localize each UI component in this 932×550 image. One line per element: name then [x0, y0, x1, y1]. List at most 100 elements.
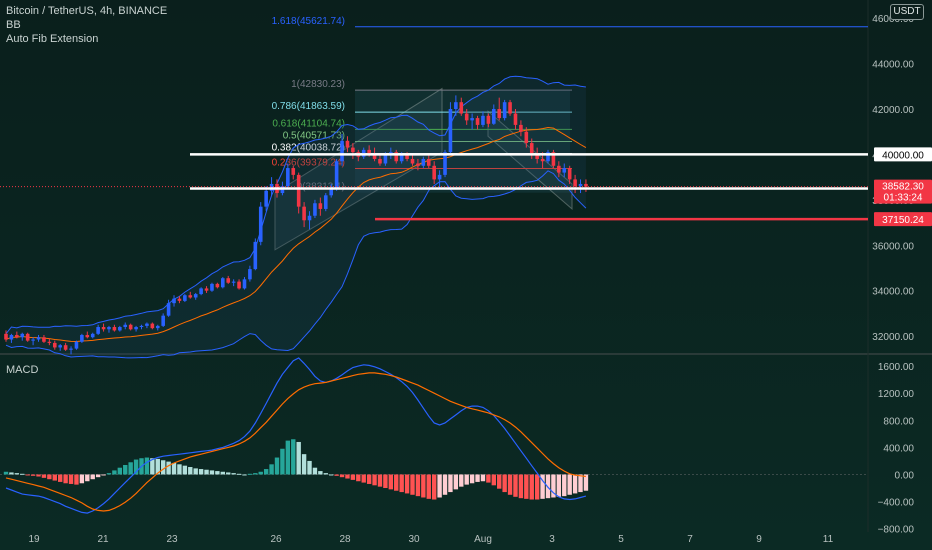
candle-body	[264, 190, 268, 207]
candle-body	[69, 348, 73, 350]
candle-body	[123, 324, 128, 328]
macd-histogram-bar	[47, 474, 52, 480]
x-tick-label: 23	[166, 534, 178, 545]
x-tick-label: 3	[549, 534, 555, 545]
candle-body	[20, 333, 25, 338]
candle-body	[426, 158, 431, 166]
macd-histogram-bar	[518, 474, 524, 499]
macd-histogram-bar	[307, 460, 312, 475]
x-tick-label: 30	[408, 534, 420, 545]
level-label-bg	[874, 147, 932, 162]
macd-tick-label: 0.00	[895, 470, 915, 481]
candle-body	[421, 158, 426, 166]
candle-body	[52, 342, 57, 348]
price-tick-label: 34000.00	[872, 287, 914, 298]
macd-histogram-bar	[9, 472, 14, 475]
x-tick-label: 11	[823, 534, 834, 545]
candle-body	[166, 303, 171, 316]
macd-histogram-bar	[14, 473, 20, 475]
candle-body	[291, 168, 296, 175]
fib-level-label: 0.236(39379.24)	[272, 158, 345, 169]
macd-histogram-bar	[578, 474, 583, 493]
candle-body	[31, 339, 35, 341]
candle-body	[85, 334, 90, 338]
macd-histogram-bar	[177, 464, 182, 475]
candle-body	[540, 158, 545, 162]
last-price-label: 38582.30	[882, 182, 924, 193]
macd-histogram-bar	[3, 471, 9, 475]
macd-histogram-bar	[58, 474, 63, 482]
candle-body	[573, 179, 577, 187]
candle-body	[307, 215, 312, 221]
macd-histogram-bar	[480, 474, 486, 482]
macd-histogram-bar	[263, 469, 269, 475]
fib-level-label: 0.5(40571.73)	[283, 130, 345, 141]
candle-body	[584, 183, 588, 187]
macd-histogram-bar	[513, 474, 518, 497]
candle-body	[199, 288, 203, 295]
macd-histogram-bar	[20, 473, 25, 475]
price-tick-label: 44000.00	[872, 60, 914, 71]
candle-body	[323, 195, 328, 209]
macd-histogram-bar	[399, 474, 404, 493]
candle-body	[80, 334, 84, 342]
candle-body	[188, 295, 193, 298]
candle-body	[177, 298, 182, 301]
macd-histogram-bar	[226, 472, 231, 475]
candle-body	[497, 109, 502, 119]
candle-body	[486, 115, 491, 124]
candle-body	[372, 154, 377, 159]
candle-body	[58, 345, 62, 348]
macd-histogram-bar	[442, 474, 448, 495]
macd-histogram-bar	[562, 474, 567, 497]
price-tick-label: 36000.00	[872, 241, 914, 252]
candle-body	[557, 165, 561, 173]
candle-body	[286, 168, 290, 187]
macd-histogram-bar	[74, 474, 79, 485]
candle-body	[112, 327, 117, 331]
candle-body	[9, 334, 14, 340]
macd-line	[5, 357, 587, 514]
candle-body	[464, 113, 469, 121]
candle-body	[248, 269, 252, 280]
candle-body	[107, 327, 111, 330]
fib-level-label: 1.618(45621.74)	[272, 16, 345, 27]
symbol-title[interactable]: Bitcoin / TetherUS, 4h, BINANCE	[6, 5, 168, 17]
x-tick-label: Aug	[474, 534, 492, 545]
candle-body	[399, 154, 404, 162]
fib-zero-label: 0(38313.1)	[297, 182, 345, 193]
macd-histogram-bar	[247, 473, 253, 475]
macd-histogram-bar	[215, 471, 220, 475]
x-tick-label: 5	[618, 534, 624, 545]
level-label-bg	[874, 212, 932, 227]
macd-histogram-bar	[188, 467, 193, 475]
candle-body	[443, 152, 447, 175]
bb-fill	[6, 76, 586, 358]
macd-signal-line	[5, 372, 586, 512]
macd-histogram-bar	[323, 473, 328, 475]
macd-histogram-bar	[258, 471, 263, 475]
macd-tick-label: −400.00	[878, 498, 915, 509]
macd-histogram-bar	[350, 474, 356, 480]
macd-histogram-bar	[253, 473, 258, 475]
macd-histogram-bar	[269, 464, 274, 475]
candle-body	[4, 333, 8, 340]
macd-histogram-bar	[52, 474, 57, 481]
last-price-badge	[874, 179, 932, 204]
macd-histogram-bar	[475, 474, 480, 482]
price-tick-label: 42000.00	[872, 105, 914, 116]
candle-body	[134, 327, 138, 330]
fib-indicator-label[interactable]: Auto Fib Extension	[6, 33, 99, 45]
macd-indicator-label[interactable]: MACD	[6, 364, 39, 376]
level-label: 37150.24	[882, 215, 924, 226]
candle-body	[318, 203, 323, 209]
macd-histogram-bar	[551, 474, 556, 498]
currency-badge[interactable]: USDT	[890, 4, 924, 20]
macd-histogram-bar	[123, 464, 128, 475]
macd-histogram-bar	[242, 474, 247, 476]
candle-body	[242, 279, 247, 289]
bb-indicator-label[interactable]: BB	[6, 19, 21, 31]
macd-histogram-bar	[459, 474, 464, 487]
macd-histogram-bar	[453, 474, 459, 490]
